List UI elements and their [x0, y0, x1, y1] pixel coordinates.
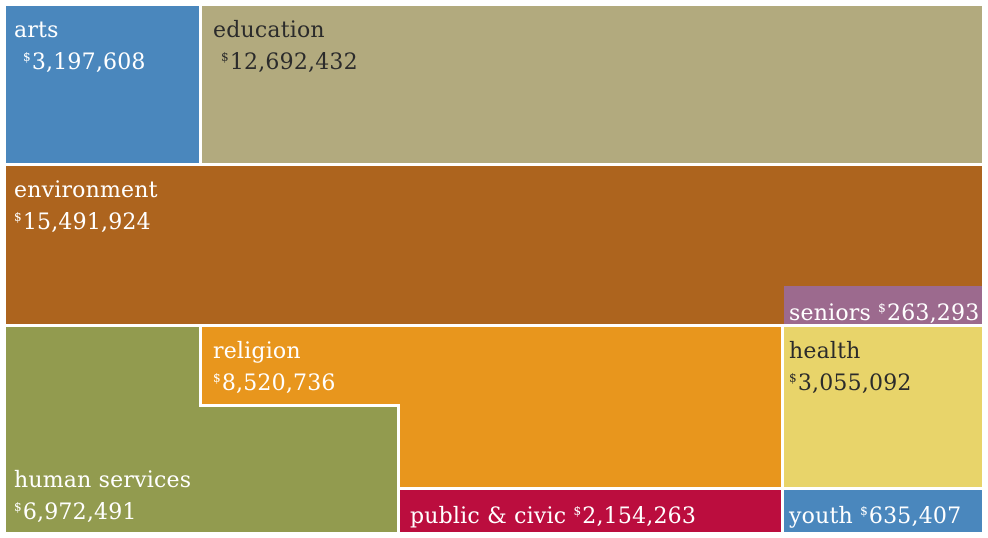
- value-arts: 3,197,608: [31, 50, 146, 75]
- label-environment: environment $15,491,924: [14, 177, 158, 236]
- name-public-civic: public & civic: [410, 504, 567, 529]
- currency-seniors: $: [878, 301, 887, 315]
- label-seniors: seniors $263,293: [789, 295, 979, 327]
- label-youth: youth $635,407: [789, 498, 961, 530]
- currency-religion: $: [213, 371, 221, 385]
- name-education: education: [213, 18, 325, 43]
- value-human-services: 6,972,491: [22, 500, 137, 525]
- value-education: 12,692,432: [229, 50, 358, 75]
- treemap-cell-seniors[interactable]: [784, 286, 982, 324]
- value-youth: 635,407: [868, 504, 962, 529]
- value-environment: 15,491,924: [22, 210, 151, 235]
- label-public-civic: public & civic $2,154,263: [410, 498, 696, 530]
- value-religion: 8,520,736: [221, 371, 336, 396]
- name-arts: arts: [14, 18, 59, 43]
- label-human-services: human services $6,972,491: [14, 467, 191, 526]
- currency-environment: $: [14, 210, 22, 224]
- treemap-cell-arts[interactable]: [6, 6, 199, 163]
- name-seniors: seniors: [789, 301, 871, 326]
- value-health: 3,055,092: [797, 371, 912, 396]
- label-religion: religion $8,520,736: [213, 338, 336, 397]
- treemap-cell-religion[interactable]: [202, 327, 781, 404]
- value-public-civic: 2,154,263: [582, 504, 697, 529]
- treemap-cell-human-services-lower[interactable]: [199, 407, 397, 532]
- name-human-services: human services: [14, 468, 192, 493]
- treemap-cell-education[interactable]: [202, 6, 982, 163]
- label-education: education $12,692,432: [213, 17, 358, 76]
- name-youth: youth: [789, 504, 853, 529]
- currency-health: $: [789, 371, 797, 385]
- currency-education: $: [221, 50, 229, 64]
- name-health: health: [789, 339, 861, 364]
- name-environment: environment: [14, 178, 158, 203]
- treemap-cell-youth[interactable]: [784, 490, 982, 532]
- treemap-cell-public-civic[interactable]: [400, 490, 781, 532]
- name-religion: religion: [213, 339, 301, 364]
- currency-public-civic: $: [573, 504, 582, 518]
- treemap-cell-health[interactable]: [784, 327, 982, 487]
- currency-arts: $: [23, 50, 31, 64]
- label-arts: arts $3,197,608: [14, 17, 146, 76]
- treemap-cell-human-services[interactable]: [6, 327, 199, 532]
- treemap-cell-religion-lower[interactable]: [400, 404, 781, 487]
- label-health: health $3,055,092: [789, 338, 912, 397]
- value-seniors: 263,293: [887, 301, 980, 326]
- currency-youth: $: [860, 504, 868, 518]
- currency-human-services: $: [14, 500, 22, 514]
